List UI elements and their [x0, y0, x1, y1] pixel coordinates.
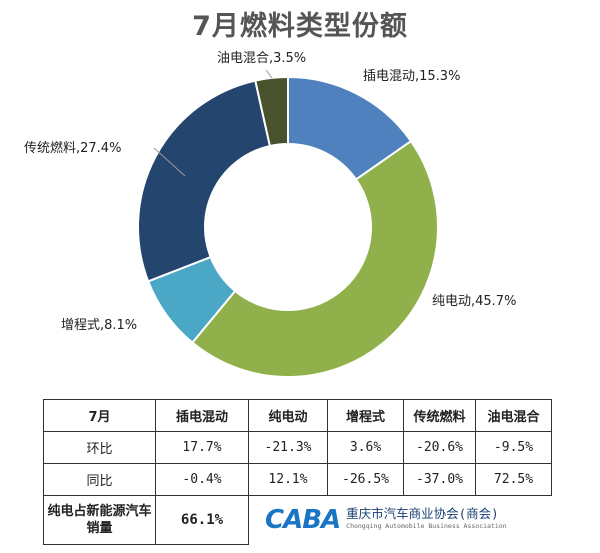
stats-table: 7月 插电混动 纯电动 增程式 传统燃料 油电混合 环比 17.7% -21.3…	[43, 399, 552, 545]
table-cell: -26.5%	[327, 463, 404, 496]
table-header-row: 7月 插电混动 纯电动 增程式 传统燃料 油电混合	[43, 399, 552, 432]
row-label: 同比	[43, 463, 156, 496]
chart-title: 7月燃料类型份额	[192, 11, 408, 42]
donut-slice	[254, 75, 289, 148]
table-cell: -20.6%	[403, 431, 476, 464]
row-label: 环比	[43, 431, 156, 464]
table-header: 插电混动	[155, 399, 249, 432]
slice-label: 增程式,8.1%	[61, 318, 137, 333]
donut-slice	[190, 139, 439, 378]
share-row: 纯电占新能源汽车销量 66.1% CABA 重庆市汽车商业协会(商会) Chon…	[43, 495, 552, 545]
leader-line	[153, 147, 186, 177]
table-header: 油电混合	[475, 399, 552, 432]
donut-slice	[137, 79, 272, 283]
logo-mark: CABA	[265, 505, 341, 536]
leader-line	[265, 69, 273, 79]
table-header: 增程式	[327, 399, 404, 432]
table-cell: -9.5%	[475, 431, 552, 464]
table-header: 7月	[43, 399, 156, 432]
slice-label: 传统燃料,27.4%	[24, 140, 121, 156]
table-cell: 17.7%	[155, 431, 249, 464]
table-cell: 72.5%	[475, 463, 552, 496]
table-header: 纯电动	[248, 399, 328, 432]
share-value: 66.1%	[155, 495, 249, 545]
table-row: 同比 -0.4% 12.1% -26.5% -37.0% 72.5%	[43, 463, 552, 496]
share-label: 纯电占新能源汽车销量	[43, 495, 156, 545]
slice-label: 油电混合,3.5%	[217, 51, 306, 66]
slice-label: 插电混动,15.3%	[363, 69, 460, 84]
table-cell: -21.3%	[248, 431, 328, 464]
table-cell: -0.4%	[155, 463, 249, 496]
association-logo: CABA 重庆市汽车商业协会(商会) Chongqing Automobile …	[249, 505, 552, 535]
donut-chart: 插电混动,15.3% 纯电动,45.7% 增程式,8.1% 传统燃料,27.4% 油电混…	[24, 51, 516, 378]
table-cell: 12.1%	[248, 463, 328, 496]
logo-name-cn: 重庆市汽车商业协会(商会)	[346, 506, 499, 522]
slice-label: 纯电动,45.7%	[432, 294, 516, 309]
logo-name-en: Chongqing Automobile Business Associatio…	[346, 522, 507, 531]
logo-cell: CABA 重庆市汽车商业协会(商会) Chongqing Automobile …	[249, 496, 552, 545]
table-cell: 3.6%	[327, 431, 404, 464]
table-row: 环比 17.7% -21.3% 3.6% -20.6% -9.5%	[43, 431, 552, 464]
table-header: 传统燃料	[403, 399, 476, 432]
table-cell: -37.0%	[403, 463, 476, 496]
